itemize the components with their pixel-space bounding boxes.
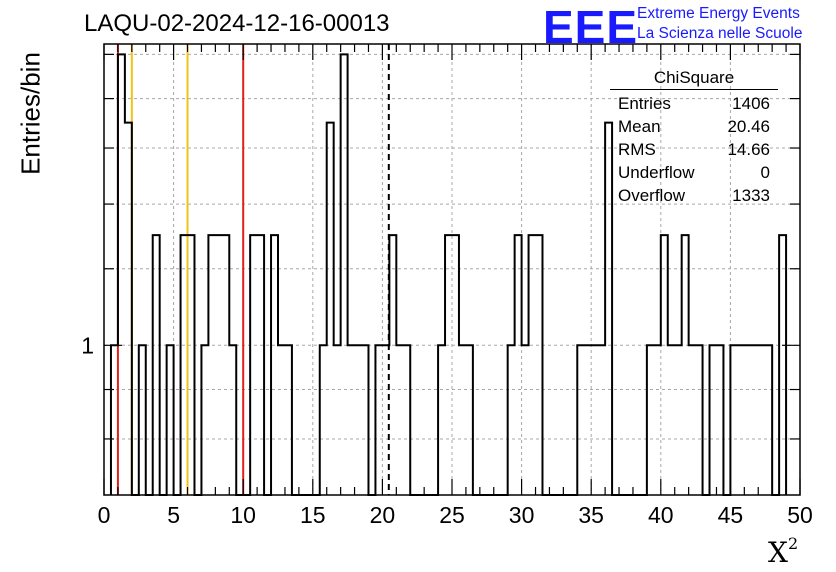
histogram-bar [716, 345, 723, 495]
eee-logo-text: Extreme Energy Events La Scienza nelle S… [637, 4, 802, 44]
histogram-bar [208, 235, 215, 495]
histogram-bar [598, 345, 605, 495]
x-tick-label: 45 [718, 502, 744, 528]
histogram-bar [167, 345, 174, 495]
y-axis-label: Entries/bin [15, 52, 46, 175]
histogram-bar [522, 345, 529, 495]
x-tick-label: 30 [509, 502, 535, 528]
histogram-bar [591, 345, 598, 495]
histogram-bar [375, 345, 382, 495]
histogram-bar [389, 235, 396, 495]
stats-row-rms: RMS 14.66 [610, 138, 778, 161]
histogram-bar [758, 345, 765, 495]
histogram-bar [139, 345, 146, 495]
histogram-bar [125, 123, 132, 495]
stats-label: Overflow [618, 186, 686, 205]
histogram-bar [438, 345, 445, 495]
stats-box: ChiSquare Entries 1406 Mean 20.46 RMS 14.66… [610, 68, 778, 207]
histogram-bar [577, 345, 584, 495]
histogram-bar [779, 235, 786, 495]
logo-line-1: Extreme Energy Events [637, 5, 800, 22]
histogram-bar [222, 235, 229, 495]
histogram-bar [661, 235, 668, 495]
histogram-bar [675, 345, 682, 495]
histogram-bar [654, 345, 661, 495]
stats-value: 20.46 [727, 117, 770, 136]
stats-row-overflow: Overflow 1333 [610, 184, 778, 207]
x-axis-label-exponent: 2 [787, 534, 799, 553]
histogram-bar [445, 235, 452, 495]
histogram-bar [536, 235, 543, 495]
histogram-bar [271, 235, 278, 495]
histogram-title: LAQU-02-2024-12-16-00013 [84, 10, 390, 37]
histogram-bar [529, 235, 536, 495]
x-tick-label: 10 [230, 502, 256, 528]
x-axis-label-base: X [768, 536, 788, 569]
histogram-bar [751, 345, 758, 495]
stats-value: 1333 [732, 186, 770, 205]
x-tick-label: 35 [578, 502, 604, 528]
histogram-bar [668, 345, 675, 495]
histogram-bar [696, 345, 703, 495]
x-tick-label: 50 [787, 502, 813, 528]
eee-logo-mark: EEE [543, 1, 639, 53]
histogram-bar [278, 345, 285, 495]
stats-row-underflow: Underflow 0 [610, 161, 778, 184]
histogram-bar [215, 235, 222, 495]
histogram-bar [188, 235, 195, 495]
histogram-bar [362, 345, 369, 495]
x-tick-label: 15 [300, 502, 326, 528]
histogram-bar [452, 235, 459, 495]
histogram-bar [515, 235, 522, 495]
stats-row-entries: Entries 1406 [610, 92, 778, 115]
histogram-bar [229, 345, 236, 495]
x-axis-label: X2 [768, 534, 799, 569]
histogram-bar [153, 235, 160, 495]
histogram-bar [111, 345, 118, 495]
x-tick-label: 40 [648, 502, 674, 528]
stats-label: Underflow [618, 163, 695, 182]
histogram-bar [341, 54, 348, 495]
y-tick-label: 1 [81, 332, 94, 358]
x-tick-label: 20 [370, 502, 396, 528]
histogram-bar [181, 235, 188, 495]
histogram-bar [737, 345, 744, 495]
histogram-bar [320, 345, 327, 495]
histogram-bar [765, 345, 772, 495]
histogram-bar [459, 345, 466, 495]
x-tick-label: 5 [167, 502, 180, 528]
histogram-bar [285, 345, 292, 495]
histogram-bar [710, 345, 717, 495]
histogram-bar [201, 345, 208, 495]
stats-value: 14.66 [727, 140, 770, 159]
stats-label: RMS [618, 140, 656, 159]
stats-value: 0 [760, 163, 770, 182]
x-tick-label: 0 [98, 502, 111, 528]
stats-value: 1406 [732, 94, 770, 113]
stats-title: ChiSquare [610, 68, 778, 90]
histogram-bar [466, 345, 473, 495]
histogram-bar [396, 345, 403, 495]
histogram-bar [348, 345, 355, 495]
histogram-bar [327, 123, 334, 495]
histogram-bar [355, 345, 362, 495]
stats-row-mean: Mean 20.46 [610, 115, 778, 138]
histogram-bar [730, 345, 737, 495]
histogram-bar [403, 345, 410, 495]
histogram-bar [508, 345, 515, 495]
x-tick-label: 25 [439, 502, 465, 528]
logo-line-2: La Scienza nelle Scuole [637, 25, 803, 42]
stats-label: Entries [618, 94, 671, 113]
stats-label: Mean [618, 117, 661, 136]
histogram-bar [250, 235, 257, 495]
histogram-bar [744, 345, 751, 495]
histogram-bar [257, 235, 264, 495]
histogram-bar [584, 345, 591, 495]
histogram-bar [682, 235, 689, 495]
histogram-bar [647, 345, 654, 495]
histogram-bar [334, 345, 341, 495]
histogram-bar [689, 345, 696, 495]
histogram-bar [118, 54, 125, 495]
